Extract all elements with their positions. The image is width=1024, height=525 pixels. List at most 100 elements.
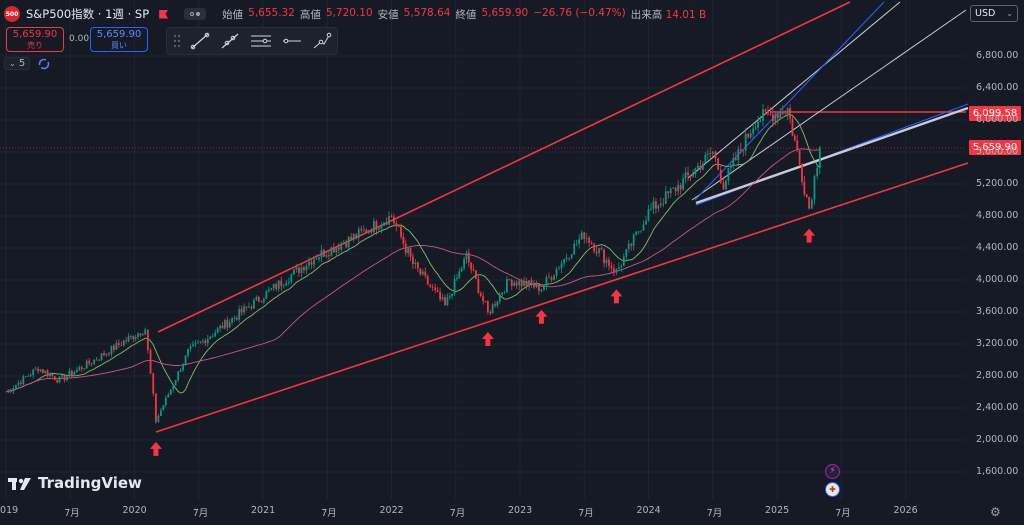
time-axis-label: 7月 [321, 508, 337, 519]
wedge-line-2[interactable] [691, 9, 967, 201]
volume-label: 出来高 [630, 8, 663, 21]
candle-body [725, 180, 727, 190]
candle-body [70, 370, 73, 376]
candle-body [388, 216, 390, 225]
candle-body [714, 151, 717, 159]
close-value: 5,659.90 [481, 6, 529, 19]
candle-body [752, 128, 755, 134]
candle-body [204, 340, 207, 344]
upper-channel-line[interactable] [157, 1, 851, 333]
candle-body [434, 287, 437, 290]
sync-icon[interactable] [38, 58, 50, 70]
lightning-event-icon[interactable]: ⚡ [825, 464, 840, 479]
candle-body [390, 216, 393, 217]
candle-body [24, 376, 27, 378]
flag-icon[interactable] [159, 9, 169, 19]
candle-body [22, 376, 25, 384]
candle-body [19, 382, 22, 384]
candle-body [10, 389, 12, 392]
candle-body [620, 265, 623, 268]
candle-body [206, 338, 209, 344]
candle-body [444, 297, 446, 306]
candle-body [340, 243, 343, 250]
candle-body [149, 350, 152, 374]
visibility-toggle[interactable] [184, 8, 207, 20]
candle-body [404, 243, 407, 254]
candle-body [327, 255, 330, 256]
settings-gear-icon[interactable]: ⚙ [990, 505, 1001, 519]
candle-body [164, 397, 167, 406]
candle-body [325, 255, 328, 257]
parallel-channel-icon[interactable] [249, 31, 273, 51]
support-line-grey[interactable] [695, 106, 969, 205]
candle-body [630, 243, 633, 246]
candle-body [194, 343, 197, 345]
candle-body [779, 111, 782, 119]
candle-body [762, 109, 764, 121]
path-tool-icon[interactable] [311, 31, 333, 51]
price-axis-label: 1,600.00 [976, 466, 1019, 477]
candle-body [39, 369, 42, 372]
buy-button[interactable]: 5,659.90 買い [90, 27, 148, 52]
candle-body [613, 268, 615, 273]
candle-body [610, 265, 613, 269]
brand-name: TradingView [38, 474, 142, 492]
moving-averages [5, 114, 821, 394]
lower-channel-line[interactable] [155, 162, 969, 433]
candle-body [290, 274, 293, 282]
wedge-line-1[interactable] [687, 1, 901, 179]
candle-body [275, 283, 278, 290]
candle-body [383, 222, 385, 226]
candle-body [489, 312, 492, 314]
candle-body [141, 334, 144, 336]
candle-body [647, 208, 650, 221]
candle-body [515, 282, 518, 286]
time-axis-label: 2022 [379, 505, 404, 516]
us-flag-event-icon[interactable]: ✚ [825, 482, 840, 497]
candle-body [622, 256, 625, 266]
candle-body [789, 108, 791, 119]
candle-body [172, 385, 175, 390]
candle-body [105, 353, 108, 356]
candles [7, 103, 821, 424]
wedge-line-3[interactable] [694, 1, 885, 201]
candle-body [805, 194, 808, 198]
candle-body [674, 187, 677, 192]
drag-handle-icon[interactable] [173, 34, 181, 48]
candle-body [187, 348, 189, 356]
currency-label: USD [975, 8, 996, 19]
candle-body [130, 335, 132, 337]
candle-body [287, 281, 290, 284]
candle-body [265, 291, 268, 299]
candle-body [157, 415, 160, 422]
candle-body [664, 191, 667, 204]
candle-body [134, 336, 137, 340]
candle-body [808, 197, 811, 209]
candle-body [85, 360, 88, 369]
high-label: 高値 [299, 8, 321, 21]
candle-body [655, 201, 657, 209]
candle-body [486, 301, 489, 313]
candle-body [162, 405, 165, 411]
sell-label: 売り [27, 41, 43, 50]
candle-body [458, 271, 461, 278]
horizontal-ray-icon[interactable] [281, 31, 303, 51]
candle-body [467, 252, 470, 263]
trendline-tool-icon[interactable] [189, 31, 211, 51]
candle-body [98, 359, 100, 361]
currency-select[interactable]: USD ⌄ [970, 5, 1018, 22]
symbol-logo[interactable]: 500 [4, 6, 20, 22]
candle-body [545, 277, 548, 286]
candle-body [61, 374, 63, 377]
ray-tool-icon[interactable] [219, 31, 241, 51]
symbol-title[interactable]: S&P500指数 · 1週 · SP [26, 7, 150, 21]
price-axis-label: 2,800.00 [976, 370, 1019, 381]
sell-button[interactable]: 5,659.90 売り [6, 27, 64, 52]
trend-lines[interactable] [0, 1, 969, 433]
indicators-toggle[interactable]: ⌄ 5 [4, 57, 31, 70]
candle-body [305, 265, 308, 271]
tradingview-logo[interactable]: TradingView [8, 474, 142, 492]
candle-body [694, 168, 697, 175]
candle-body [810, 199, 813, 209]
